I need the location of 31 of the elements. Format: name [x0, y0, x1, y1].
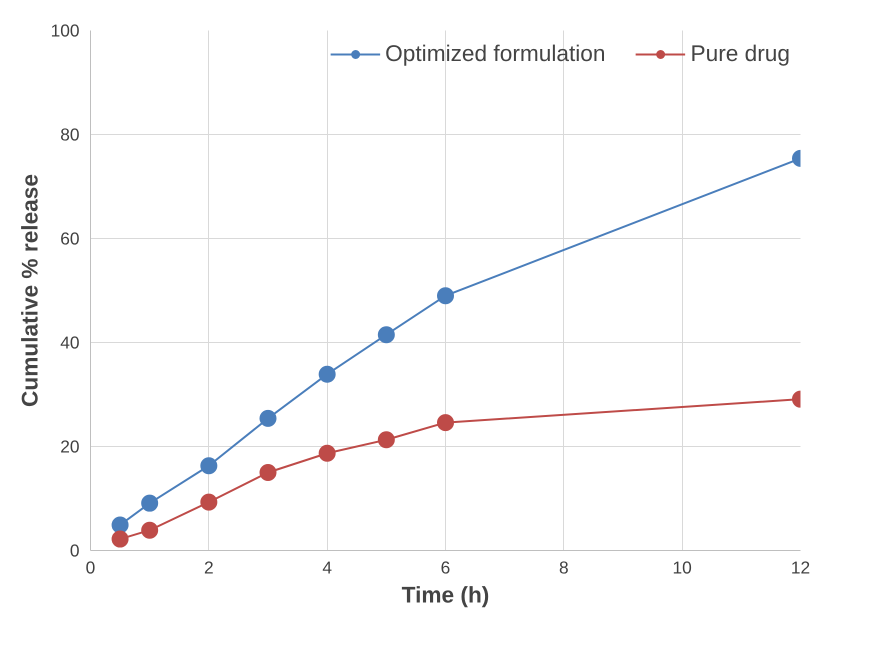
point	[112, 530, 129, 548]
x-tick-label: 4	[322, 558, 332, 578]
point	[260, 464, 276, 481]
point	[141, 494, 158, 512]
x-tick-label: 8	[559, 558, 569, 578]
legend-label: Pure drug	[690, 40, 790, 67]
x-axis-title: Time (h)	[402, 582, 490, 608]
x-tick-label: 6	[440, 558, 450, 578]
point	[437, 287, 454, 304]
y-tick-label: 60	[60, 228, 80, 248]
y-tick-label: 40	[60, 332, 80, 352]
legend-label: Optimized formulation	[385, 40, 606, 67]
x-tick-label: 2	[204, 558, 214, 578]
point	[200, 457, 218, 474]
point	[200, 494, 218, 511]
y-axis-title: Cumulative % release	[16, 174, 43, 407]
x-tick-label: 10	[672, 558, 692, 578]
y-tick-label: 80	[60, 124, 80, 144]
point	[141, 522, 158, 539]
point	[318, 444, 336, 462]
y-tick-label: 100	[50, 20, 80, 40]
y-tick-label: 20	[60, 436, 80, 456]
y-tick-label: 0	[70, 540, 80, 560]
x-tick-label: 12	[790, 558, 810, 578]
point	[437, 414, 454, 432]
point	[378, 431, 395, 448]
point	[112, 516, 129, 534]
point	[260, 410, 276, 427]
point	[378, 326, 395, 344]
point	[318, 366, 336, 383]
x-tick-label: 0	[86, 558, 96, 578]
